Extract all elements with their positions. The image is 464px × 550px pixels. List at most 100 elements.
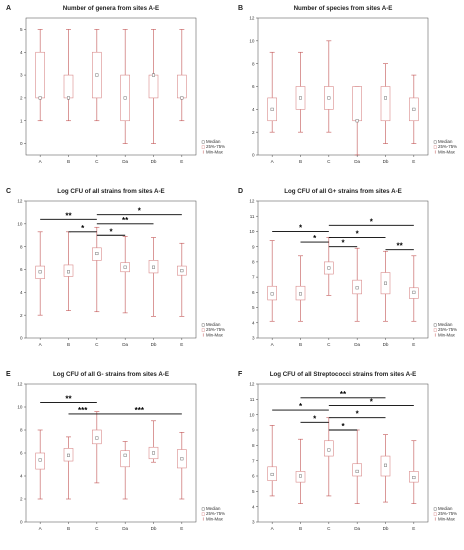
chart-title: Log CFU of all strains from sites A-E: [57, 188, 164, 195]
y-tick-label: 8: [20, 428, 23, 433]
significance-bracket: *: [328, 410, 386, 419]
iqr-box: [35, 51, 45, 99]
x-tick-label: E: [412, 526, 415, 531]
legend-median: Median: [206, 322, 221, 327]
significance-label: *: [341, 239, 345, 248]
median-marker: [123, 265, 127, 269]
legend-iqr: 25%-75%: [206, 327, 225, 332]
median-marker: [412, 107, 416, 111]
median-marker: [327, 448, 331, 452]
box-b: [295, 255, 306, 322]
iqr-box: [352, 463, 362, 477]
box-e: [177, 29, 187, 122]
box-a: [267, 425, 277, 497]
box-db: [380, 434, 391, 503]
significance-label: *: [356, 230, 360, 239]
box-da: [352, 247, 362, 322]
significance-bracket: **: [40, 394, 97, 403]
y-tick-label: 12: [249, 382, 255, 387]
box-e: [409, 74, 419, 144]
x-tick-label: Da: [122, 342, 128, 347]
x-tick-label: E: [412, 342, 415, 347]
legend-median-marker: [201, 323, 205, 327]
panel-letter: C: [6, 188, 11, 195]
y-tick-label: 0: [20, 336, 23, 341]
legend-iqr-marker: [201, 328, 205, 332]
x-tick-label: Db: [151, 342, 157, 347]
median-marker: [270, 107, 274, 111]
box-db: [148, 237, 159, 317]
y-tick-label: 6: [20, 267, 23, 272]
y-tick-label: 12: [249, 199, 255, 204]
box-a: [267, 51, 277, 133]
significance-bracket: ***: [96, 406, 182, 415]
plot-frame: [25, 17, 197, 156]
x-tick-label: Db: [151, 159, 157, 164]
median-marker: [327, 96, 331, 100]
box-c: [92, 226, 102, 313]
y-tick-label: 2: [252, 130, 255, 135]
box-da: [120, 236, 130, 314]
x-tick-label: Da: [122, 526, 128, 531]
box-c: [92, 411, 102, 484]
legend-median: Median: [438, 139, 453, 144]
x-tick-label: Da: [354, 342, 360, 347]
chart-panel-e: E Log CFU of all G- strains from sites A-…: [6, 371, 225, 531]
x-tick-label: B: [299, 159, 302, 164]
chart-title: Number of species from sites A-E: [294, 5, 393, 12]
x-tick-label: B: [299, 526, 302, 531]
median-marker: [355, 286, 359, 290]
chart-title: Number of genera from sites A-E: [63, 5, 159, 12]
chart-title: Log CFU of all G+ strains from sites A-E: [284, 188, 402, 195]
significance-label: *: [299, 223, 303, 232]
median-marker: [355, 469, 359, 473]
legend-median-marker: [201, 507, 205, 511]
box-a: [35, 231, 45, 316]
chart-title: Log CFU of all Streptococci strains from…: [270, 371, 417, 378]
median-marker: [180, 269, 184, 273]
box-a: [267, 240, 277, 322]
y-tick-label: 4: [252, 320, 255, 325]
median-marker: [298, 96, 302, 100]
x-tick-label: Db: [383, 526, 389, 531]
y-tick-label: 8: [252, 61, 255, 66]
significance-label: *: [370, 397, 374, 406]
legend-range: Min-Max: [206, 149, 224, 154]
box-c: [324, 40, 334, 133]
significance-bracket: *: [300, 414, 329, 423]
significance-label: *: [356, 410, 360, 419]
significance-bracket: **: [385, 242, 414, 251]
median-marker: [38, 458, 42, 462]
y-tick-label: 7: [252, 458, 255, 463]
median-marker: [270, 472, 274, 476]
legend-iqr-marker: [433, 145, 437, 149]
iqr-box: [63, 74, 74, 99]
legend-median: Median: [438, 322, 453, 327]
significance-label: *: [138, 207, 142, 216]
x-tick-label: Da: [354, 526, 360, 531]
y-tick-label: 10: [17, 405, 23, 410]
y-tick-label: 10: [249, 412, 255, 417]
median-marker: [412, 290, 416, 294]
significance-label: *: [109, 227, 113, 236]
y-tick-label: 7: [252, 275, 255, 280]
significance-label: *: [313, 414, 317, 423]
box-db: [380, 250, 391, 322]
panel-letter: A: [6, 5, 11, 12]
legend-range: Min-Max: [438, 332, 456, 337]
x-tick-label: C: [95, 342, 99, 347]
significance-bracket: *: [328, 239, 358, 248]
significance-label: **: [65, 394, 72, 403]
legend-median-marker: [433, 323, 437, 327]
median-marker: [66, 96, 70, 100]
x-tick-label: B: [67, 342, 70, 347]
y-tick-label: 12: [249, 16, 255, 21]
box-db: [148, 420, 159, 463]
